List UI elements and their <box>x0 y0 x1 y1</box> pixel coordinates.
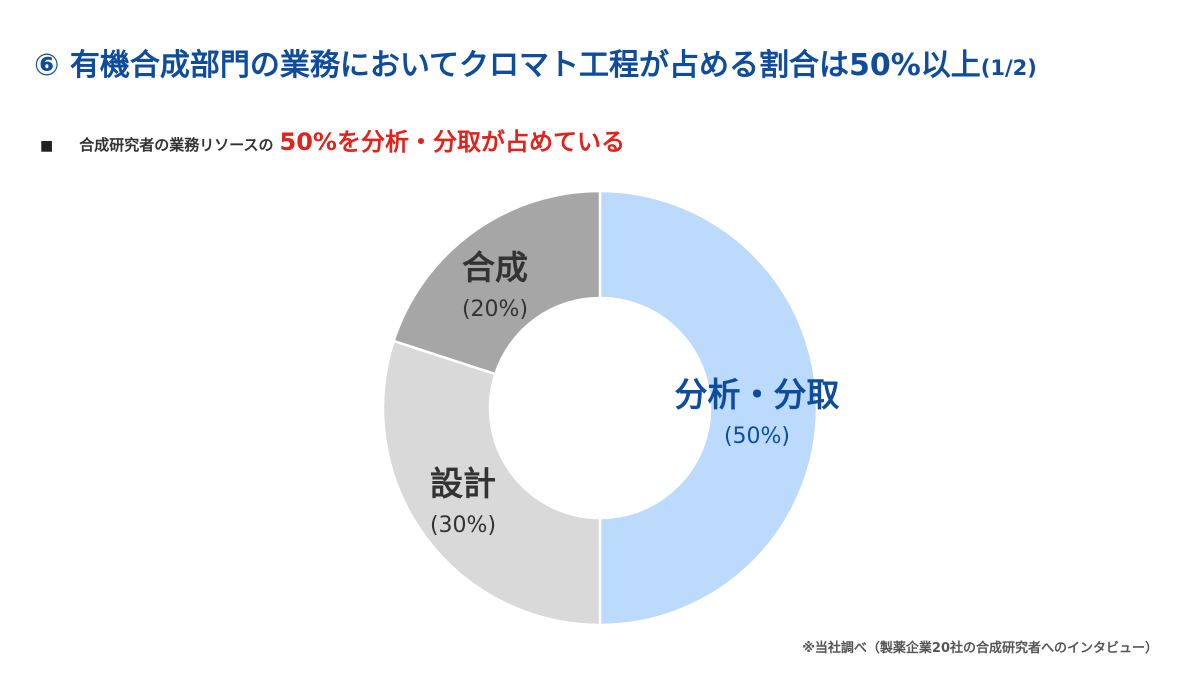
subtitle-prefix: 合成研究者の業務リソースの <box>79 136 274 154</box>
slice-name: 合成 <box>461 248 528 287</box>
title-main: ⑥ 有機合成部門の業務においてクロマト工程が占める割合は50%以上 <box>34 48 981 83</box>
slice-label-analysis: 分析・分取 (50%) <box>675 368 840 449</box>
slice-name: 分析・分取 <box>674 375 840 414</box>
slice-label-synthesis: 合成 (20%) <box>462 241 528 322</box>
slice-label-design: 設計 (30%) <box>430 457 496 538</box>
slice-percent: (30%) <box>429 513 497 538</box>
donut-slice-1 <box>598 189 819 627</box>
slice-name: 設計 <box>429 464 496 503</box>
footnote: ※当社調べ（製薬企業20社の合成研究者へのインタビュー） <box>802 641 1158 656</box>
bullet-icon: ■ <box>40 138 54 154</box>
slice-percent: (20%) <box>461 297 529 322</box>
donut-slice-3 <box>392 189 602 376</box>
subtitle-highlight: 50%を分析・分取が占めている <box>279 128 625 156</box>
subtitle: ■ 合成研究者の業務リソースの 50%を分析・分取が占めている <box>40 122 625 157</box>
donut-slice-2 <box>381 339 602 627</box>
title-page-indicator: (1/2) <box>980 56 1037 80</box>
slice-percent: (50%) <box>723 424 791 449</box>
page-title: ⑥ 有機合成部門の業務においてクロマト工程が占める割合は50%以上(1/2) <box>34 40 1037 84</box>
